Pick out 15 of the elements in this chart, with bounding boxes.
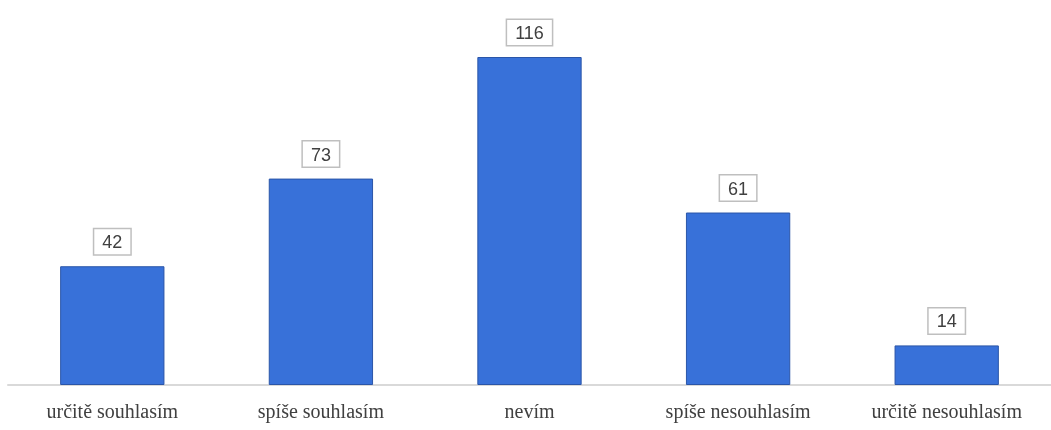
x-tick-label: spíše nesouhlasím <box>665 400 812 423</box>
data-label: 116 <box>515 23 544 43</box>
bar <box>894 345 999 385</box>
bar <box>685 212 791 385</box>
data-label: 14 <box>936 311 957 332</box>
x-tick-label: určitě souhlasím <box>46 400 179 422</box>
data-label: 73 <box>310 144 331 165</box>
x-tick-label: určitě nesouhlasím <box>871 400 1023 422</box>
x-tick-label: spíše souhlasím <box>257 400 385 423</box>
bar <box>268 178 374 385</box>
x-tick-label: nevím <box>504 400 555 422</box>
bar <box>477 57 582 385</box>
bar <box>60 266 165 385</box>
data-label: 42 <box>102 232 123 253</box>
data-label: 61 <box>728 178 749 199</box>
